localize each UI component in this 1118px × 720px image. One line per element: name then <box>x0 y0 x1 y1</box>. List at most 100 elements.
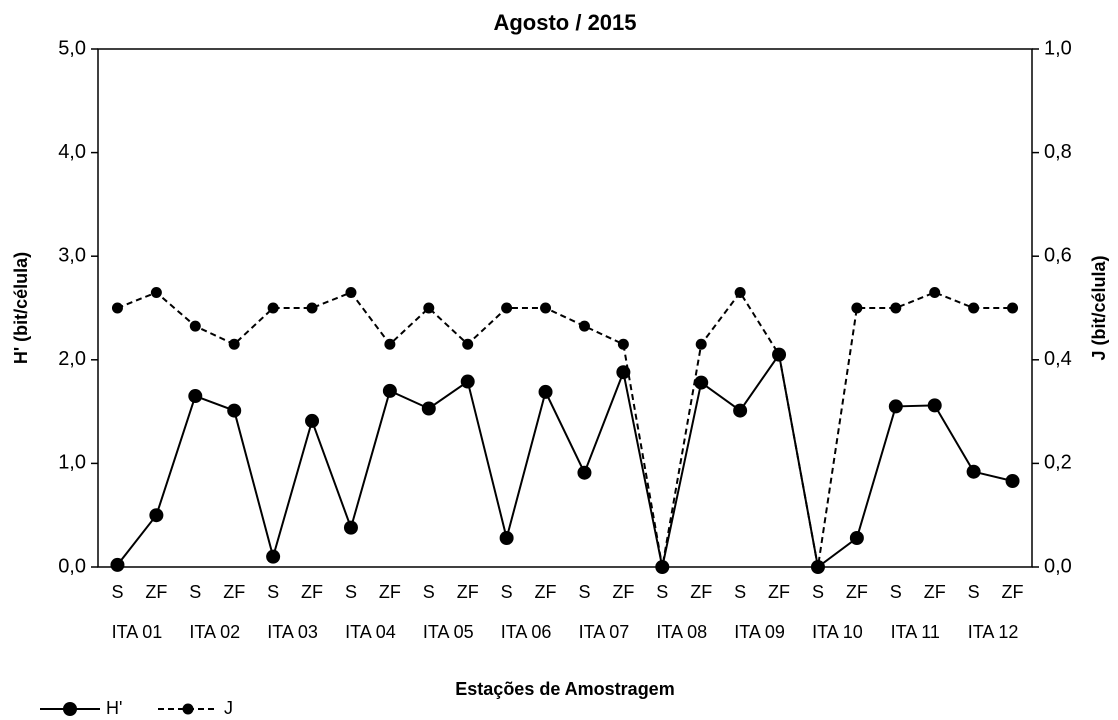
data-point <box>695 338 707 350</box>
x-tick-label: S <box>423 582 435 602</box>
data-point <box>150 286 162 298</box>
data-point <box>617 338 629 350</box>
y2-tick-label: 0,8 <box>1044 141 1072 163</box>
data-point <box>968 302 980 314</box>
y-tick-label: 0,0 <box>58 555 86 577</box>
x-tick-label: ZF <box>145 582 167 602</box>
x-tick-label: ZF <box>924 582 946 602</box>
data-point <box>188 389 203 404</box>
data-point <box>851 302 863 314</box>
data-point <box>384 338 396 350</box>
data-point <box>773 349 785 361</box>
data-point <box>149 508 164 523</box>
x-tick-label: S <box>345 582 357 602</box>
data-point <box>656 561 668 573</box>
legend-marker <box>182 703 194 715</box>
x-tick-label: S <box>501 582 513 602</box>
plot-frame <box>97 48 1033 568</box>
data-point <box>966 464 981 479</box>
data-point <box>306 302 318 314</box>
data-point <box>189 320 201 332</box>
series-line <box>116 352 1013 569</box>
data-point <box>343 520 358 535</box>
x-tick-label: S <box>189 582 201 602</box>
data-point <box>849 530 864 545</box>
data-point <box>382 383 397 398</box>
x-tick-label: ZF <box>457 582 479 602</box>
data-point <box>1007 302 1019 314</box>
x-tick-label: ZF <box>768 582 790 602</box>
data-point <box>421 401 436 416</box>
group-label: ITA 02 <box>189 622 240 642</box>
x-tick-label: ZF <box>690 582 712 602</box>
y-tick-label: 4,0 <box>58 141 86 163</box>
group-label: ITA 11 <box>891 622 940 642</box>
y-axis-title: H' (bit/célula) <box>11 252 31 364</box>
series-line <box>117 290 1013 568</box>
group-label: ITA 06 <box>501 622 552 642</box>
group-label: ITA 01 <box>112 622 163 642</box>
group-label: ITA 12 <box>968 622 1019 642</box>
data-point <box>1005 474 1020 489</box>
data-point <box>694 375 709 390</box>
data-point <box>733 403 748 418</box>
data-point <box>734 286 746 298</box>
data-point <box>266 549 281 564</box>
data-point <box>577 465 592 480</box>
data-point <box>460 374 475 389</box>
legend-marker <box>63 702 77 716</box>
x-tick-label: ZF <box>846 582 868 602</box>
group-label: ITA 03 <box>267 622 318 642</box>
data-point <box>929 286 941 298</box>
data-point <box>538 384 553 399</box>
group-label: ITA 05 <box>423 622 474 642</box>
x-tick-label: S <box>267 582 279 602</box>
y-tick-label: 1,0 <box>58 452 86 474</box>
data-point <box>423 302 435 314</box>
data-point <box>227 403 242 418</box>
y-tick-label: 5,0 <box>58 37 86 59</box>
y2-tick-label: 0,2 <box>1044 452 1072 474</box>
data-point <box>890 302 902 314</box>
x-tick-label: S <box>812 582 824 602</box>
group-label: ITA 07 <box>579 622 630 642</box>
data-point <box>305 413 320 428</box>
x-tick-label: S <box>968 582 980 602</box>
chart-title: Agosto / 2015 <box>493 10 636 35</box>
y2-tick-label: 0,6 <box>1044 244 1072 266</box>
x-tick-label: S <box>656 582 668 602</box>
data-point <box>888 399 903 414</box>
group-label: ITA 04 <box>345 622 396 642</box>
y2-tick-label: 0,4 <box>1044 348 1072 370</box>
x-tick-label: ZF <box>379 582 401 602</box>
x-tick-label: ZF <box>1002 582 1024 602</box>
x-tick-label: S <box>578 582 590 602</box>
x-tick-label: S <box>734 582 746 602</box>
y-tick-label: 3,0 <box>58 244 86 266</box>
x-tick-label: ZF <box>535 582 557 602</box>
data-point <box>462 338 474 350</box>
x-tick-label: S <box>890 582 902 602</box>
data-point <box>110 557 125 572</box>
data-point <box>228 338 240 350</box>
y-tick-label: 2,0 <box>58 348 86 370</box>
legend-label: J <box>224 698 233 718</box>
x-tick-label: ZF <box>223 582 245 602</box>
x-tick-label: ZF <box>301 582 323 602</box>
data-point <box>578 320 590 332</box>
group-label: ITA 10 <box>812 622 863 642</box>
y2-tick-label: 1,0 <box>1044 37 1072 59</box>
x-tick-label: S <box>111 582 123 602</box>
data-point <box>499 530 514 545</box>
legend-label: H' <box>106 698 122 718</box>
y2-tick-label: 0,0 <box>1044 555 1072 577</box>
x-axis-title: Estações de Amostragem <box>455 679 674 699</box>
data-point <box>812 561 824 573</box>
y2-axis-title: J (bit/célula) <box>1089 255 1109 360</box>
data-point <box>345 286 357 298</box>
data-point <box>927 398 942 413</box>
data-point <box>111 302 123 314</box>
data-point <box>267 302 279 314</box>
